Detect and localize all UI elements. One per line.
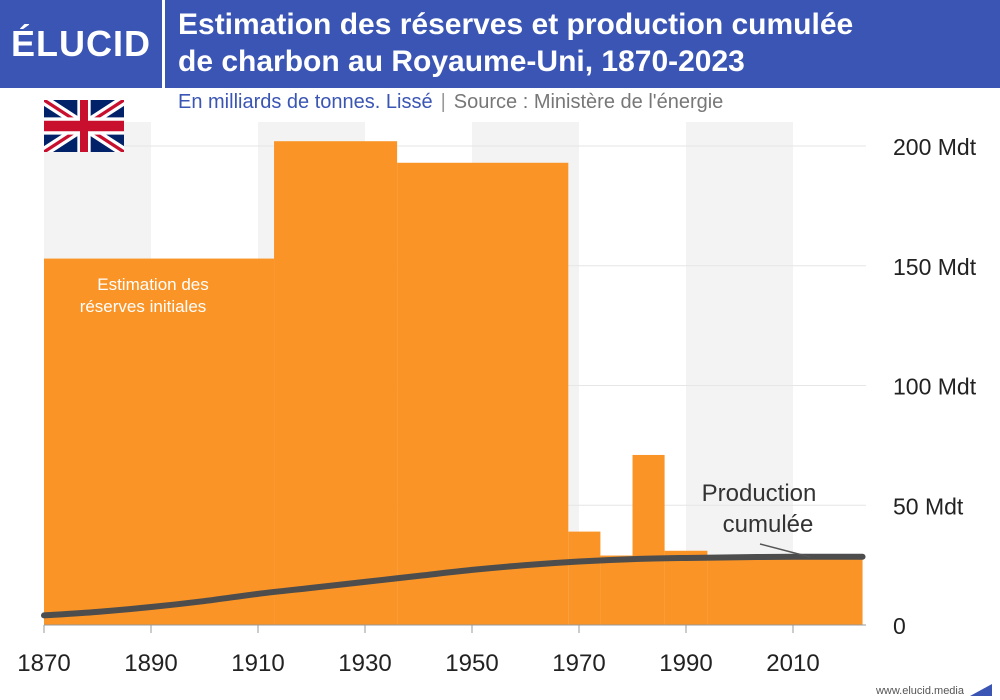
reserves-annotation-line2: réserves initiales — [80, 297, 207, 316]
reserve-bar — [397, 162, 569, 625]
production-line — [41, 553, 866, 619]
x-tick-label: 1870 — [17, 650, 70, 677]
subtitle-units: En milliards de tonnes. Lissé — [178, 91, 433, 113]
x-tick-label: 1950 — [445, 650, 498, 677]
reserves-annotation-line1: Estimation des — [97, 275, 209, 294]
x-tick-label: 2010 — [766, 650, 819, 677]
subtitle-separator: | — [440, 91, 446, 113]
y-tick-label: 150 Mdt — [893, 254, 977, 280]
shaded-band — [686, 122, 793, 625]
reserve-bar — [707, 555, 863, 625]
chart-title: Estimation des réserves et production cu… — [178, 6, 988, 80]
uk-flag-icon — [44, 100, 124, 152]
reserve-bar — [600, 555, 633, 625]
x-tick-label: 1930 — [338, 650, 391, 677]
header-bar — [0, 0, 1000, 88]
y-tick-label: 0 — [893, 613, 906, 639]
production-annotation-leader — [759, 543, 811, 558]
chart-subtitle: En milliards de tonnes. Lissé | Source : M… — [178, 90, 878, 114]
reserve-bar — [568, 531, 601, 625]
y-tick-label: 100 Mdt — [893, 374, 977, 400]
footer-url[interactable]: www.elucid.media — [875, 685, 964, 697]
logo-divider — [162, 0, 165, 88]
subtitle-source: Source : Ministère de l'énergie — [453, 91, 724, 113]
reserve-bar — [632, 454, 665, 625]
reserve-bar — [274, 141, 398, 625]
elucid-mark-icon — [970, 684, 992, 696]
x-tick-label: 1910 — [231, 650, 284, 677]
x-tick-label: 1890 — [124, 650, 177, 677]
production-annotation-line2: cumulée — [723, 511, 814, 538]
reserve-bar — [44, 258, 275, 625]
chart-title-line1: Estimation des réserves et production cu… — [178, 8, 854, 41]
x-tick-label: 1990 — [659, 650, 712, 677]
x-tick-label: 1970 — [552, 650, 605, 677]
chart-title-line2: de charbon au Royaume-Uni, 1870-2023 — [178, 45, 745, 78]
production-annotation-line1: Production — [702, 480, 817, 507]
y-tick-label: 50 Mdt — [893, 493, 964, 519]
reserve-bar — [664, 550, 708, 625]
elucid-logo[interactable]: ÉLUCID — [11, 23, 151, 64]
y-tick-label: 200 Mdt — [893, 134, 977, 160]
